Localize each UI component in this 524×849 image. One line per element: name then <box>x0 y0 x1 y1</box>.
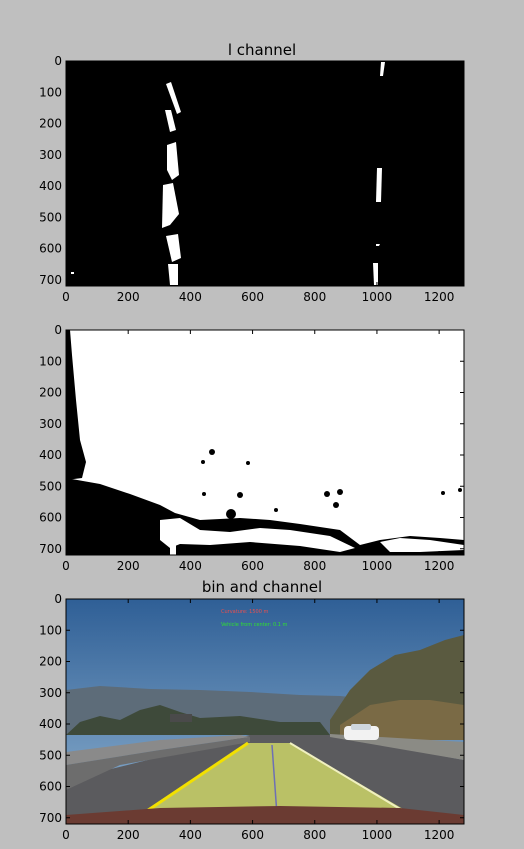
overlay-curvature-text: Curvature: 1500 m <box>221 609 268 615</box>
x-tick-label: 200 <box>117 290 140 304</box>
panel2-axes: 0 200 400 600 800 1000 1200 0 100 200 300 400 500 600… <box>39 323 464 573</box>
panel1-title: l channel <box>227 41 297 59</box>
x-tick-label: 600 <box>241 559 264 573</box>
x-tick-label: 1000 <box>362 828 393 842</box>
y-tick-label: 600 <box>39 511 62 525</box>
panel1-image <box>65 60 465 287</box>
x-tick-label: 0 <box>62 290 70 304</box>
y-tick-label: 500 <box>39 479 62 493</box>
x-tick-label: 800 <box>303 290 326 304</box>
y-tick-label: 200 <box>39 386 62 400</box>
x-tick-label: 400 <box>179 290 202 304</box>
panel3-image: Curvature: 1500 m Vehicle from center: 0… <box>65 598 465 825</box>
x-tick-label: 400 <box>179 828 202 842</box>
panel3-title: bin and channel <box>201 578 323 596</box>
y-tick-label: 200 <box>39 655 62 669</box>
y-tick-label: 300 <box>39 148 62 162</box>
y-tick-label: 300 <box>39 686 62 700</box>
panel3-axes: 0 200 400 600 800 1000 1200 0 100 200 300 400 500 600… <box>39 592 464 842</box>
x-tick-label: 600 <box>241 290 264 304</box>
y-tick-label: 400 <box>39 717 62 731</box>
x-tick-label: 1000 <box>362 290 393 304</box>
y-tick-label: 500 <box>39 210 62 224</box>
y-tick-label: 100 <box>39 85 62 99</box>
y-tick-label: 600 <box>39 242 62 256</box>
y-tick-label: 200 <box>39 117 62 131</box>
panel1-axes: 0 200 400 600 800 1000 1200 0 100 200 300 400 500 600… <box>39 54 464 304</box>
y-tick-label: 400 <box>39 179 62 193</box>
x-tick-label: 400 <box>179 559 202 573</box>
y-tick-label: 0 <box>54 54 62 68</box>
x-tick-label: 1200 <box>424 828 455 842</box>
overlay-center-text: Vehicle from center: 0.1 m <box>221 622 288 628</box>
y-tick-label: 0 <box>54 592 62 606</box>
y-tick-label: 700 <box>39 811 62 825</box>
y-tick-label: 700 <box>39 542 62 556</box>
x-tick-label: 0 <box>62 559 70 573</box>
x-tick-label: 800 <box>303 828 326 842</box>
x-tick-label: 1200 <box>424 290 455 304</box>
y-tick-label: 0 <box>54 323 62 337</box>
panel2-image <box>65 329 465 556</box>
y-tick-label: 400 <box>39 448 62 462</box>
y-tick-label: 100 <box>39 354 62 368</box>
y-tick-label: 600 <box>39 780 62 794</box>
x-tick-label: 600 <box>241 828 264 842</box>
y-tick-label: 100 <box>39 623 62 637</box>
y-tick-label: 300 <box>39 417 62 431</box>
y-tick-label: 700 <box>39 273 62 287</box>
x-tick-label: 1200 <box>424 559 455 573</box>
x-tick-label: 200 <box>117 559 140 573</box>
x-tick-label: 0 <box>62 828 70 842</box>
x-tick-label: 1000 <box>362 559 393 573</box>
x-tick-label: 200 <box>117 828 140 842</box>
y-tick-label: 500 <box>39 748 62 762</box>
x-tick-label: 800 <box>303 559 326 573</box>
